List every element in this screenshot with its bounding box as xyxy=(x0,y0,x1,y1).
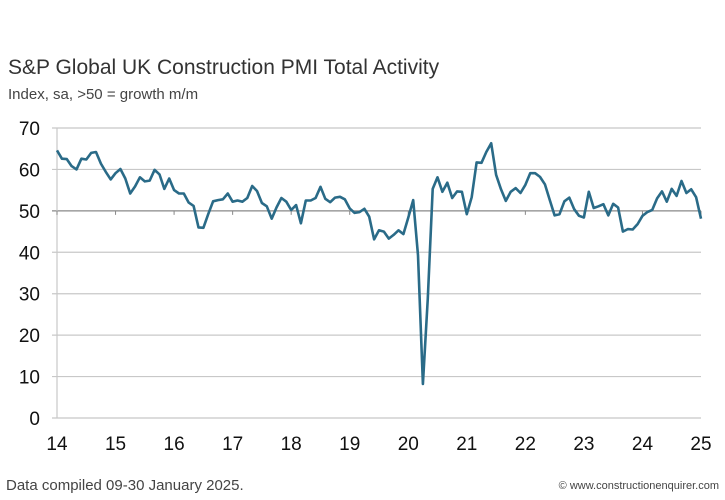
y-tick-label: 10 xyxy=(19,368,40,389)
chart-subtitle: Index, sa, >50 = growth m/m xyxy=(8,86,199,103)
x-tick-label: 24 xyxy=(632,434,654,455)
line-chart: 0 10 20 30 40 50 60 70 14 15 16 17 18 19 20 21 22 23 24 25 xyxy=(19,119,712,455)
y-tick-label: 60 xyxy=(19,160,40,181)
y-tick-label: 40 xyxy=(19,243,40,264)
x-tick-label: 17 xyxy=(222,434,243,455)
y-tick-label: 70 xyxy=(19,119,40,140)
y-tick-label: 30 xyxy=(19,285,40,306)
x-tick-label: 20 xyxy=(398,434,419,455)
x-tick-label: 25 xyxy=(690,434,711,455)
chart-title: S&P Global UK Construction PMI Total Act… xyxy=(8,56,440,79)
x-tick-label: 21 xyxy=(456,434,477,455)
y-tick-label: 50 xyxy=(19,202,40,223)
x-tick-label: 15 xyxy=(105,434,126,455)
x-tick-label: 18 xyxy=(281,434,302,455)
footnote: Data compiled 09-30 January 2025. xyxy=(6,477,244,494)
y-tick-label: 20 xyxy=(19,326,40,347)
x-tick-label: 19 xyxy=(339,434,360,455)
x-tick-label: 23 xyxy=(573,434,594,455)
credit: © www.constructionenquirer.com xyxy=(558,480,719,492)
series-line xyxy=(55,142,703,386)
x-tick-label: 22 xyxy=(515,434,536,455)
y-tick-label: 0 xyxy=(29,409,40,430)
x-tick-label: 14 xyxy=(46,434,68,455)
x-tick-label: 16 xyxy=(164,434,185,455)
